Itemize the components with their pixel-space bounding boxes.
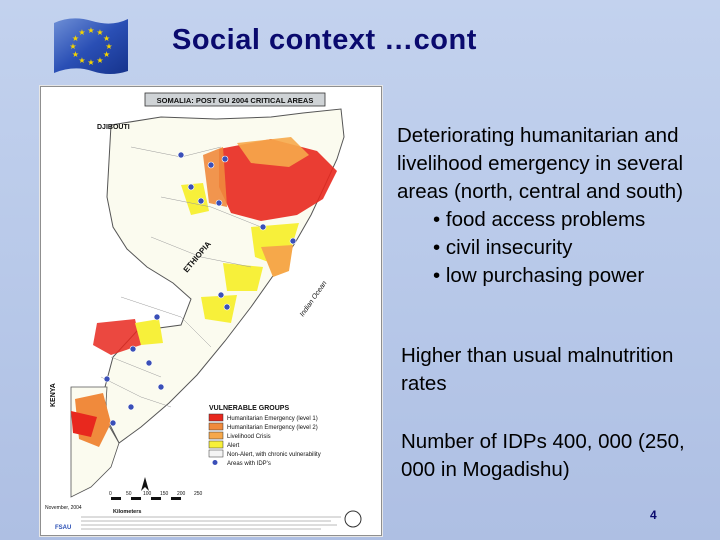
legend-swatch bbox=[208, 413, 224, 422]
legend-label: Humanitarian Emergency (level 2) bbox=[227, 425, 318, 431]
bullet-civil-insecurity: • civil insecurity bbox=[433, 236, 573, 259]
flag-star-icon: ★ bbox=[96, 56, 103, 65]
legend-item: Humanitarian Emergency (level 1) bbox=[208, 413, 318, 422]
bullet-food-access: • food access problems bbox=[433, 208, 646, 231]
north-arrow-icon bbox=[141, 477, 149, 491]
indian-ocean-label: Indian Ocean bbox=[299, 280, 329, 318]
legend-label: Alert bbox=[227, 443, 240, 449]
scale-tick-label: 150 bbox=[160, 491, 169, 497]
flag-star-icon: ★ bbox=[103, 50, 110, 59]
flag-star-icon: ★ bbox=[72, 34, 79, 43]
flag-star-icon: ★ bbox=[103, 34, 110, 43]
legend-item: Alert bbox=[208, 440, 240, 449]
fsau-logo: FSAU bbox=[55, 525, 71, 531]
legend-swatch bbox=[208, 449, 224, 458]
flag-star-icon: ★ bbox=[87, 58, 94, 67]
page-number: 4 bbox=[650, 508, 657, 522]
slide-title: Social context …cont bbox=[172, 24, 477, 56]
flag-star-icon: ★ bbox=[72, 50, 79, 59]
paragraph-malnutrition: Higher than usual malnutrition rates bbox=[401, 344, 674, 395]
eu-flag-icon: ★ ★★★★★★★★★★★ bbox=[54, 18, 128, 74]
paragraph-idps: Number of IDPs 400, 000 (250, 000 in Mog… bbox=[401, 430, 685, 481]
scale-label: Kilometers bbox=[113, 509, 141, 515]
flag-star-icon: ★ bbox=[78, 28, 85, 37]
legend-swatch bbox=[208, 422, 224, 431]
fao-logo-icon bbox=[344, 510, 362, 528]
legend-title: VULNERABLE GROUPS bbox=[209, 405, 289, 412]
scale-tick-label: 200 bbox=[177, 491, 186, 497]
bullet-purchasing-power: • low purchasing power bbox=[433, 264, 645, 287]
humanitarian-text-block: Deteriorating humanitarian and livelihoo… bbox=[397, 122, 712, 290]
legend-item: Non-Alert, with chronic vulnerability bbox=[208, 449, 321, 458]
legend-label: Areas with IDP's bbox=[227, 461, 271, 467]
legend-item: Livelihood Crisis bbox=[208, 431, 271, 440]
flag-star-icon: ★ bbox=[96, 28, 103, 37]
scale-bar bbox=[111, 497, 191, 500]
djibouti-label: DJIBOUTI bbox=[97, 124, 130, 131]
somalia-map: SOMALIA: POST GU 2004 CRITICAL AREAS bbox=[40, 86, 382, 536]
kenya-label: KENYA bbox=[50, 383, 57, 407]
scale-tick-label: 250 bbox=[194, 491, 203, 497]
map-header: SOMALIA: POST GU 2004 CRITICAL AREAS bbox=[157, 96, 314, 105]
legend-swatch bbox=[212, 460, 218, 465]
paragraph-deteriorating: Deteriorating humanitarian and livelihoo… bbox=[397, 124, 684, 203]
map-date: November, 2004 bbox=[45, 505, 82, 511]
legend-label: Humanitarian Emergency (level 1) bbox=[227, 416, 318, 422]
flag-star-icon: ★ bbox=[78, 56, 85, 65]
scale-tick-label: 100 bbox=[143, 491, 152, 497]
legend-item: Humanitarian Emergency (level 2) bbox=[208, 422, 318, 431]
flag-star-icon: ★ bbox=[87, 26, 94, 35]
legend-item: Areas with IDP's bbox=[212, 460, 271, 467]
legend-label: Non-Alert, with chronic vulnerability bbox=[227, 452, 321, 458]
legend-swatch bbox=[208, 431, 224, 440]
scale-tick-label: 0 bbox=[109, 491, 112, 497]
flag-star-icon: ★ bbox=[105, 42, 112, 51]
flag-star-icon: ★ bbox=[69, 42, 76, 51]
legend-swatch bbox=[208, 440, 224, 449]
scale-tick-label: 50 bbox=[126, 491, 132, 497]
legend-label: Livelihood Crisis bbox=[227, 434, 271, 440]
